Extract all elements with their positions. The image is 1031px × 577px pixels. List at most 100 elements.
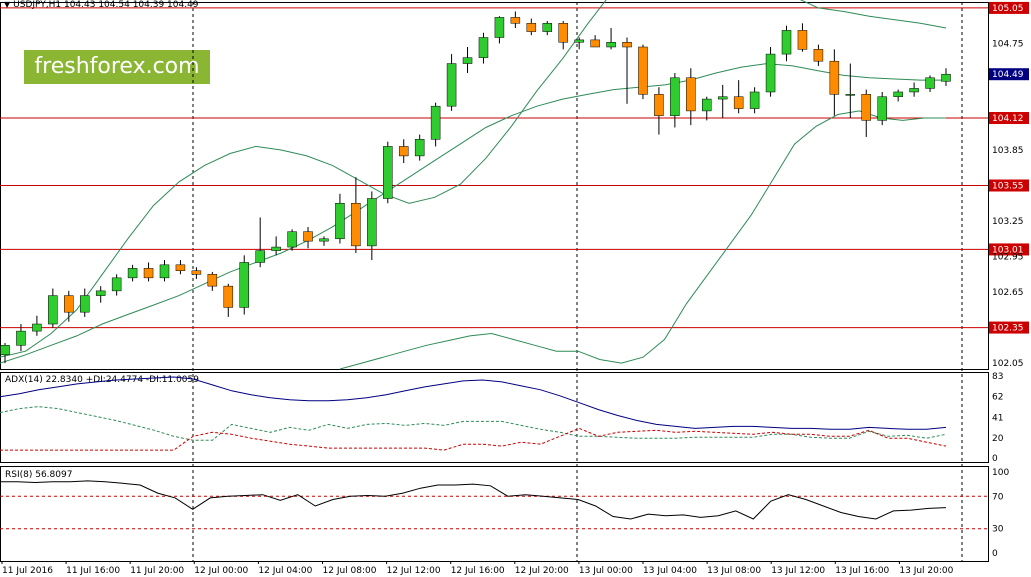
collapse-arrow-icon[interactable]: ▼ [4,0,11,9]
price-level-label: 104.12 [992,114,1024,124]
x-tick-label: 12 Jul 16:00 [451,566,505,576]
bull-candle [462,57,473,64]
bull-candle [383,146,393,199]
bull-candle [287,231,297,248]
adx-line [0,376,947,430]
bull-candle [48,295,58,325]
candles [0,11,951,364]
bull-candle [239,262,249,308]
bear-candle [191,270,202,275]
bull-candle [542,23,553,32]
price-tick-label: 102.65 [992,288,1024,298]
adx-tick-label: 62 [992,393,1003,403]
adx-tick-label: 83 [992,372,1003,382]
rsi-tick-label: 100 [992,468,1009,478]
bull-candle [781,30,792,55]
indicator-lines: ADX(14) 22.8340 +DI:24.4774 -DI:11.0059 R… [0,375,988,530]
bear-candle [733,96,744,109]
x-tick-label: 13 Jul 20:00 [899,566,953,576]
bollinger-middle-line [0,63,946,364]
bull-candle [494,17,505,38]
price-level-tag [989,112,1029,125]
panel-frame [0,372,989,463]
bull-candle [606,42,616,48]
rsi-tick-label: 0 [992,549,998,559]
bear-candle [143,268,154,279]
adx-tick-label: 20 [992,434,1004,444]
price-level-label: 102.35 [992,324,1024,334]
price-level-tag [989,1,1029,14]
x-tick-label: 11 Jul 20:00 [130,566,184,576]
adx-indicator-title: ADX(14) 22.8340 +DI:24.4774 -DI:11.0059 [5,375,199,385]
bull-candle [749,91,760,109]
current-price-label: 104.49 [992,70,1024,80]
bear-candle [638,46,648,95]
x-tick-label: 12 Jul 00:00 [194,566,248,576]
bear-candle [207,274,218,287]
rsi-indicator-title: RSI(8) 56.8097 [5,470,72,480]
bear-candle [526,23,537,32]
price-level-label: 103.01 [992,245,1024,255]
bollinger-lower-line [339,110,946,370]
bull-candle [95,290,106,296]
bull-candle [845,94,856,96]
bear-candle [622,42,632,48]
vertical-separators [192,2,963,561]
x-tick-label: 13 Jul 16:00 [835,566,889,576]
adx-tick-label: 41 [992,413,1003,423]
x-tick-label: 13 Jul 08:00 [707,566,761,576]
price-level-tag [989,243,1029,256]
price-tick-label: 102.05 [992,359,1024,369]
bear-candle [398,146,409,157]
bear-candle [351,203,361,247]
bull-candle [446,63,457,107]
bull-candle [159,264,170,279]
bull-candle [127,268,138,279]
price-level-label: 105.05 [992,4,1024,14]
bear-candle [223,285,234,308]
x-tick-label: 12 Jul 12:00 [387,566,441,576]
bear-candle [861,94,872,121]
bull-candle [893,91,903,97]
bear-candle [654,94,664,116]
minus-di-line [0,427,947,451]
bear-candle [686,77,696,112]
rsi-line [0,480,947,520]
panel-frames [0,2,989,562]
x-tick-label: 12 Jul 08:00 [323,566,377,576]
brand-logo: freshforex.com [24,50,210,84]
bull-candle [717,96,728,100]
price-level-tag [989,179,1029,192]
bollinger-upper-line [0,0,947,358]
bear-candle [797,30,808,50]
horizontal-levels: 105.05 104.12 103.55 103.01 102.35 [0,1,1029,334]
bull-candle [255,250,265,263]
symbol-line-text: USDJPY,H1 104.43 104.54 104.39 104.49 [13,0,199,10]
bull-candle [909,88,919,93]
bull-candle [670,77,680,116]
price-tick-label: 103.85 [992,146,1024,156]
plus-di-line [0,406,947,441]
x-tick-label: 12 Jul 04:00 [258,566,312,576]
bull-candle [702,98,712,112]
chart-symbol-title: ▼ USDJPY,H1 104.43 104.54 104.39 104.49 [4,0,199,10]
bull-candle [574,39,584,43]
x-tick-label: 12 Jul 20:00 [515,566,569,576]
bear-candle [303,231,313,242]
bear-candle [813,49,824,62]
x-tick-label: 11 Jul 2016 [2,566,53,576]
bull-candle [925,77,935,89]
bull-candle [877,96,887,121]
price-level-tag [989,321,1029,334]
rsi-tick-label: 70 [992,492,1004,502]
price-tick-label: 104.75 [992,39,1024,49]
bull-candle [79,295,90,313]
adx-tick-label: 0 [992,454,998,464]
bull-candle [414,139,425,157]
bear-candle [558,23,568,43]
bear-candle [829,60,840,95]
bear-candle [510,17,521,24]
bull-candle [319,238,329,242]
bull-candle [941,73,951,82]
